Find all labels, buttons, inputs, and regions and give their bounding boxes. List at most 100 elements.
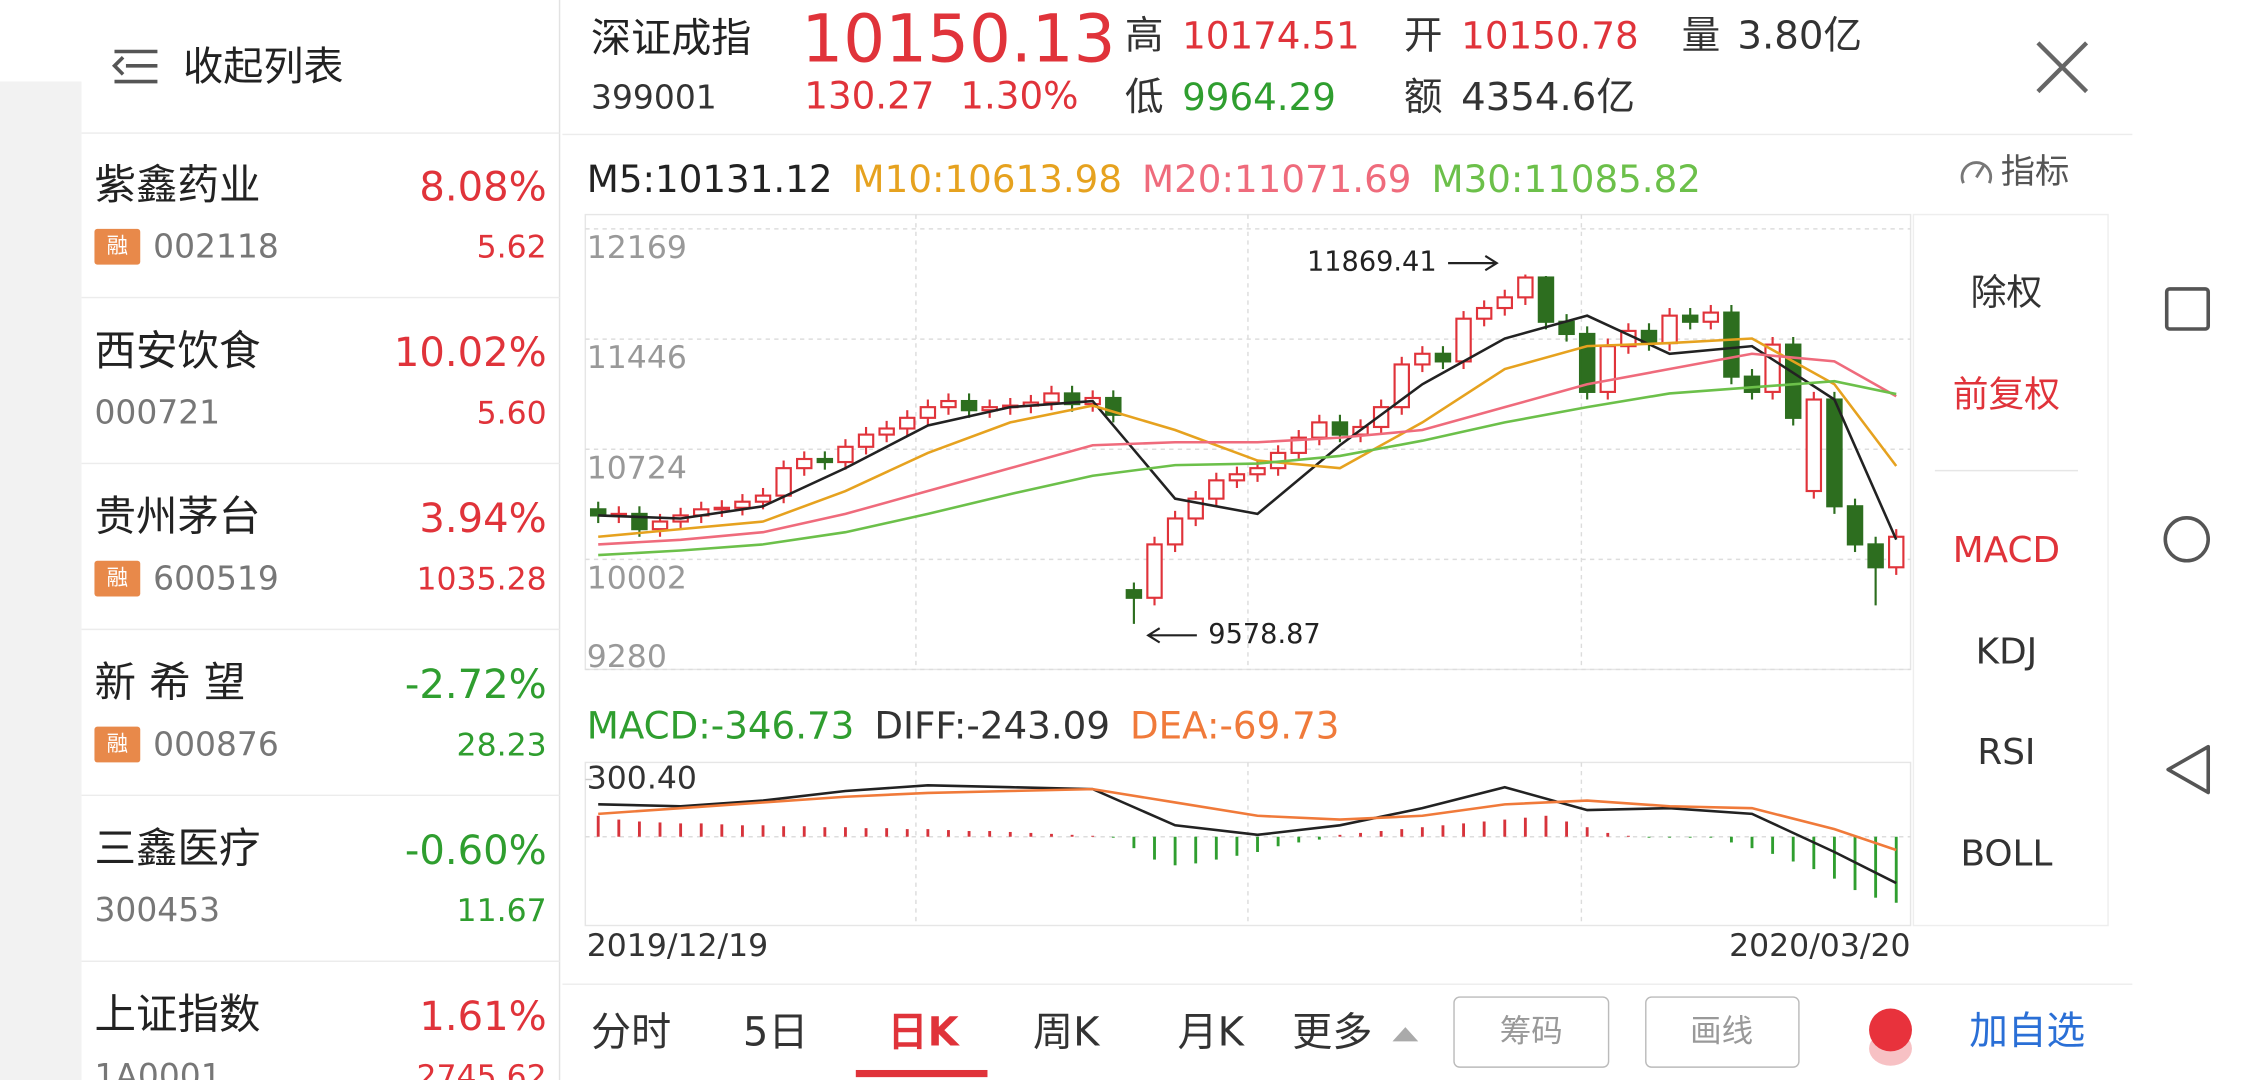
candle-body [899,416,916,430]
macd-line [598,784,1897,885]
stock-code: 002118 [153,228,279,267]
ma-line [598,379,1897,557]
nav-home[interactable] [2163,516,2211,563]
candle-body [1311,421,1328,439]
tab[interactable]: 分时 [591,1008,672,1056]
stock-change: 3.94% [419,494,547,543]
annotation-arrow [1448,255,1499,272]
candle-body [1537,276,1555,323]
tab[interactable]: 5日 [742,1008,809,1056]
stat-value: 3.80亿 [1737,14,1863,59]
candle-body [734,500,751,509]
badge: 融 [94,726,141,763]
candle-body [878,427,895,436]
stock-name[interactable]: 贵州茅台 [94,492,261,541]
button-frame[interactable] [1645,996,1800,1068]
button-frame[interactable] [1453,996,1610,1068]
stock-price: 5.62 [476,230,547,267]
candle-body [1166,517,1184,546]
candle-body [1867,543,1884,569]
stock-code: 000876 [153,726,279,764]
menu-box [1912,213,2109,927]
tab[interactable]: 月K [1177,1008,1244,1056]
more-arrow [1392,1027,1419,1042]
candle-body [1743,375,1761,393]
tab[interactable]: 更多 [1292,1008,1373,1056]
menu-item[interactable]: 前复权 [1952,373,2061,415]
candle-body [1146,543,1163,599]
v-grid [915,214,1583,926]
candle-body [1517,276,1534,299]
ma-line [598,314,1898,541]
stock-name[interactable]: 上证指数 [94,989,261,1039]
candle-body [1208,479,1225,500]
indicator-icon [1960,161,1993,184]
stock-price: 11.67 [456,894,547,930]
menu-item[interactable]: RSI [1977,730,2036,773]
candle-body [1784,343,1802,419]
candle-body [651,520,669,531]
index-code: 399001 [591,80,717,118]
stat-value: 4354.6亿 [1461,75,1636,121]
stat-label: 低 [1124,75,1164,121]
menu-item[interactable]: MACD [1952,529,2061,571]
stock-change: -0.60% [404,826,547,875]
annotation: 11869.41 [1307,247,1437,278]
index-name: 深证成指 [591,14,752,62]
button-label[interactable]: 筹码 [1499,1014,1563,1050]
candle-body [1826,398,1843,508]
stock-name[interactable]: 西安饮食 [94,326,261,375]
menu-item[interactable]: BOLL [1960,831,2053,874]
indicator-button[interactable]: 指标 [2000,151,2070,192]
candle-body [1661,314,1678,345]
macd-line [598,787,1897,852]
badge: 融 [94,560,141,597]
menu-item[interactable]: 除权 [1970,271,2043,314]
candle-body [1434,352,1452,363]
annotation-arrow [1146,627,1197,644]
candle-body [1228,473,1246,482]
candle-body [713,506,731,511]
stat-value: 10174.51 [1182,15,1360,59]
add-watchlist[interactable]: 加自选 [1969,1009,2086,1055]
tab-underline [855,1069,988,1078]
stock-code: 000721 [94,394,221,432]
tab[interactable]: 日K [887,1008,959,1056]
menu-item[interactable]: KDJ [1975,630,2038,672]
candle-body [960,399,978,412]
collapse-label[interactable]: 收起列表 [183,42,344,91]
x-axis-label: 2020/03/20 [1729,928,1910,964]
collapse-icon [111,49,158,84]
candle-body [1723,311,1740,378]
y-tick-label: 300.40 [587,761,697,797]
candle-body [919,406,937,419]
candle-body [940,399,957,409]
x-axis-label: 2019/12/19 [587,928,768,964]
stock-name[interactable]: 紫鑫药业 [94,160,261,209]
nav-recent[interactable] [2164,287,2211,331]
button-label[interactable]: 画线 [1690,1014,1754,1050]
record-dot[interactable] [1869,1008,1912,1052]
candle-body [754,494,772,503]
stock-name[interactable]: 三鑫医疗 [94,823,261,873]
close-icon[interactable] [2036,41,2089,94]
candle-body [1249,467,1266,476]
legend-entry: M10:10613.98 [853,157,1122,201]
stock-name[interactable]: 新 希 望 [94,658,246,707]
tab[interactable]: 周K [1033,1008,1100,1056]
stat-label: 开 [1403,14,1443,59]
stock-change: -2.72% [404,660,547,709]
y-tick-label: 9280 [587,639,667,675]
y-tick-label: 10002 [587,560,687,596]
stock-price: 28.23 [456,728,547,764]
stat-value: 10150.78 [1461,15,1639,59]
legend-entry: DIFF:-243.09 [874,704,1110,748]
candle-body [1455,317,1472,363]
y-tick-label: 11446 [587,340,687,376]
nav-back[interactable] [2166,744,2211,795]
legend-entry: DEA:-69.73 [1130,704,1339,748]
stat-label: 高 [1124,14,1164,59]
stock-price: 2745.62 [416,1059,547,1080]
